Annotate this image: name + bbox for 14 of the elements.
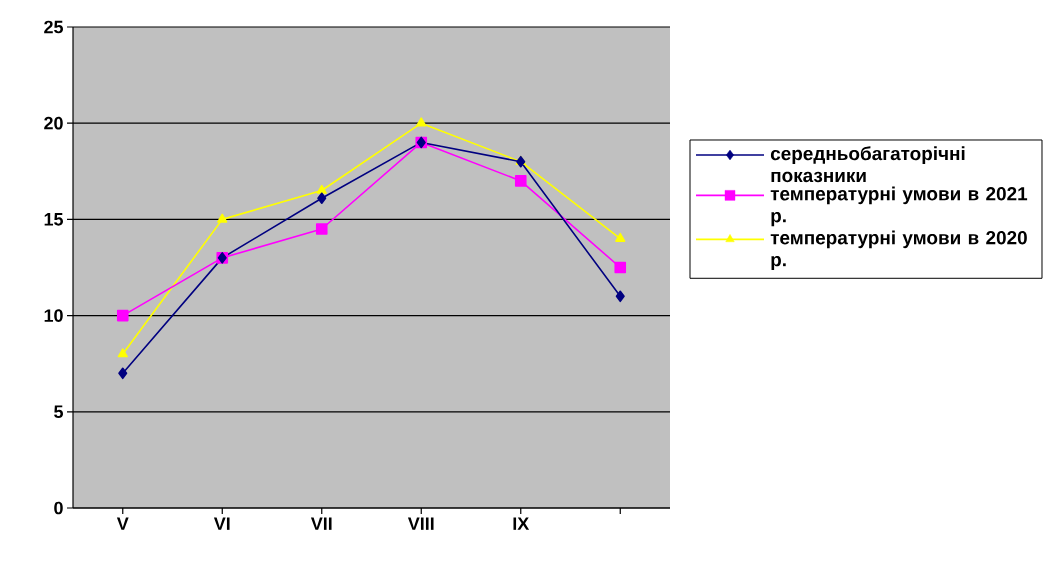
- y-tick-label: 10: [44, 309, 63, 322]
- legend-label: температурні умови в 2020 р.: [770, 230, 1027, 271]
- legend-label: середньобагаторічні показники: [770, 146, 965, 183]
- y-tick-label: 0: [54, 501, 63, 515]
- x-tick-label: IX: [513, 517, 530, 530]
- x-tick-label: V: [116, 517, 129, 530]
- y-tick-label: 15: [44, 213, 63, 226]
- x-tick-label: VI: [213, 517, 230, 530]
- x-tick-label: VIII: [407, 517, 434, 530]
- y-tick-label: 25: [44, 20, 63, 34]
- y-tick-label: 20: [44, 116, 63, 130]
- legend-label: температурні умови в 2021 р.: [770, 186, 1028, 227]
- x-tick-label: VII: [310, 517, 332, 530]
- y-tick-label: 5: [54, 405, 63, 419]
